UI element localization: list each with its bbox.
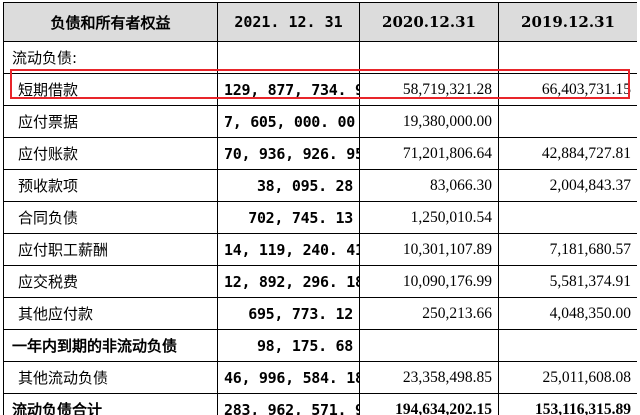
table-row: 其他流动负债 46, 996, 584. 18 23,358,498.85 25… [3, 361, 637, 394]
header-year-2021: 2021. 12. 31 [217, 2, 360, 42]
total-2020: 194,634,202.15 [359, 393, 499, 415]
row-label: 应交税费 [3, 265, 218, 298]
section-cell-2019 [498, 41, 637, 74]
liabilities-table: 负债和所有者权益 2021. 12. 31 2020.12.31 2019.12… [3, 2, 637, 415]
table-body: 流动负债: 短期借款 129, 877, 734. 97 58,719,321.… [3, 41, 637, 415]
value-2019: 2,004,843.37 [498, 169, 637, 202]
value-2021: 98, 175. 68 [217, 329, 360, 362]
header-year-2020: 2020.12.31 [359, 2, 499, 42]
total-2021: 283, 962, 571. 90 [217, 393, 360, 415]
table-row: 一年内到期的非流动负债 98, 175. 68 [3, 329, 637, 362]
row-label: 预收款项 [3, 169, 218, 202]
value-2020: 250,213.66 [359, 297, 499, 330]
row-label: 短期借款 [3, 73, 218, 106]
value-2019 [498, 105, 637, 138]
value-2020: 19,380,000.00 [359, 105, 499, 138]
value-2021: 14, 119, 240. 41 [217, 233, 360, 266]
header-year-2019: 2019.12.31 [498, 2, 637, 42]
row-label: 应付票据 [3, 105, 218, 138]
value-2020: 10,301,107.89 [359, 233, 499, 266]
table-header: 负债和所有者权益 2021. 12. 31 2020.12.31 2019.12… [3, 2, 637, 42]
header-row: 负债和所有者权益 2021. 12. 31 2020.12.31 2019.12… [3, 2, 637, 42]
value-2020: 83,066.30 [359, 169, 499, 202]
row-label: 应付职工薪酬 [3, 233, 218, 266]
value-2020: 23,358,498.85 [359, 361, 499, 394]
value-2020: 10,090,176.99 [359, 265, 499, 298]
value-2019: 5,581,374.91 [498, 265, 637, 298]
value-2019: 66,403,731.15 [498, 73, 637, 106]
value-2020: 1,250,010.54 [359, 201, 499, 234]
table-row: 其他应付款 695, 773. 12 250,213.66 4,048,350.… [3, 297, 637, 330]
value-2021: 12, 892, 296. 18 [217, 265, 360, 298]
table-row: 应交税费 12, 892, 296. 18 10,090,176.99 5,58… [3, 265, 637, 298]
table-row: 应付账款 70, 936, 926. 95 71,201,806.64 42,8… [3, 137, 637, 170]
value-2019: 4,048,350.00 [498, 297, 637, 330]
value-2019: 42,884,727.81 [498, 137, 637, 170]
section-title: 流动负债: [3, 41, 218, 74]
value-2021: 702, 745. 13 [217, 201, 360, 234]
row-label: 应付账款 [3, 137, 218, 170]
value-2021: 129, 877, 734. 97 [217, 73, 360, 106]
section-row: 流动负债: [3, 41, 637, 74]
row-label: 合同负债 [3, 201, 218, 234]
value-2021: 46, 996, 584. 18 [217, 361, 360, 394]
header-label: 负债和所有者权益 [3, 2, 218, 42]
value-2020: 71,201,806.64 [359, 137, 499, 170]
value-2021: 38, 095. 28 [217, 169, 360, 202]
value-2019 [498, 201, 637, 234]
row-label: 一年内到期的非流动负债 [3, 329, 218, 362]
section-cell-2021 [217, 41, 360, 74]
value-2019: 7,181,680.57 [498, 233, 637, 266]
table-row: 短期借款 129, 877, 734. 97 58,719,321.28 66,… [3, 73, 637, 106]
table-row: 应付职工薪酬 14, 119, 240. 41 10,301,107.89 7,… [3, 233, 637, 266]
value-2019 [498, 329, 637, 362]
table-row: 预收款项 38, 095. 28 83,066.30 2,004,843.37 [3, 169, 637, 202]
section-cell-2020 [359, 41, 499, 74]
total-row: 流动负债合计 283, 962, 571. 90 194,634,202.15 … [3, 393, 637, 415]
value-2019: 25,011,608.08 [498, 361, 637, 394]
value-2021: 7, 605, 000. 00 [217, 105, 360, 138]
total-label: 流动负债合计 [3, 393, 218, 415]
row-label: 其他流动负债 [3, 361, 218, 394]
value-2020 [359, 329, 499, 362]
table-row: 合同负债 702, 745. 13 1,250,010.54 [3, 201, 637, 234]
value-2021: 70, 936, 926. 95 [217, 137, 360, 170]
table-row: 应付票据 7, 605, 000. 00 19,380,000.00 [3, 105, 637, 138]
total-2019: 153,116,315.89 [498, 393, 637, 415]
balance-sheet: 负债和所有者权益 2021. 12. 31 2020.12.31 2019.12… [3, 2, 637, 415]
value-2020: 58,719,321.28 [359, 73, 499, 106]
row-label: 其他应付款 [3, 297, 218, 330]
value-2021: 695, 773. 12 [217, 297, 360, 330]
